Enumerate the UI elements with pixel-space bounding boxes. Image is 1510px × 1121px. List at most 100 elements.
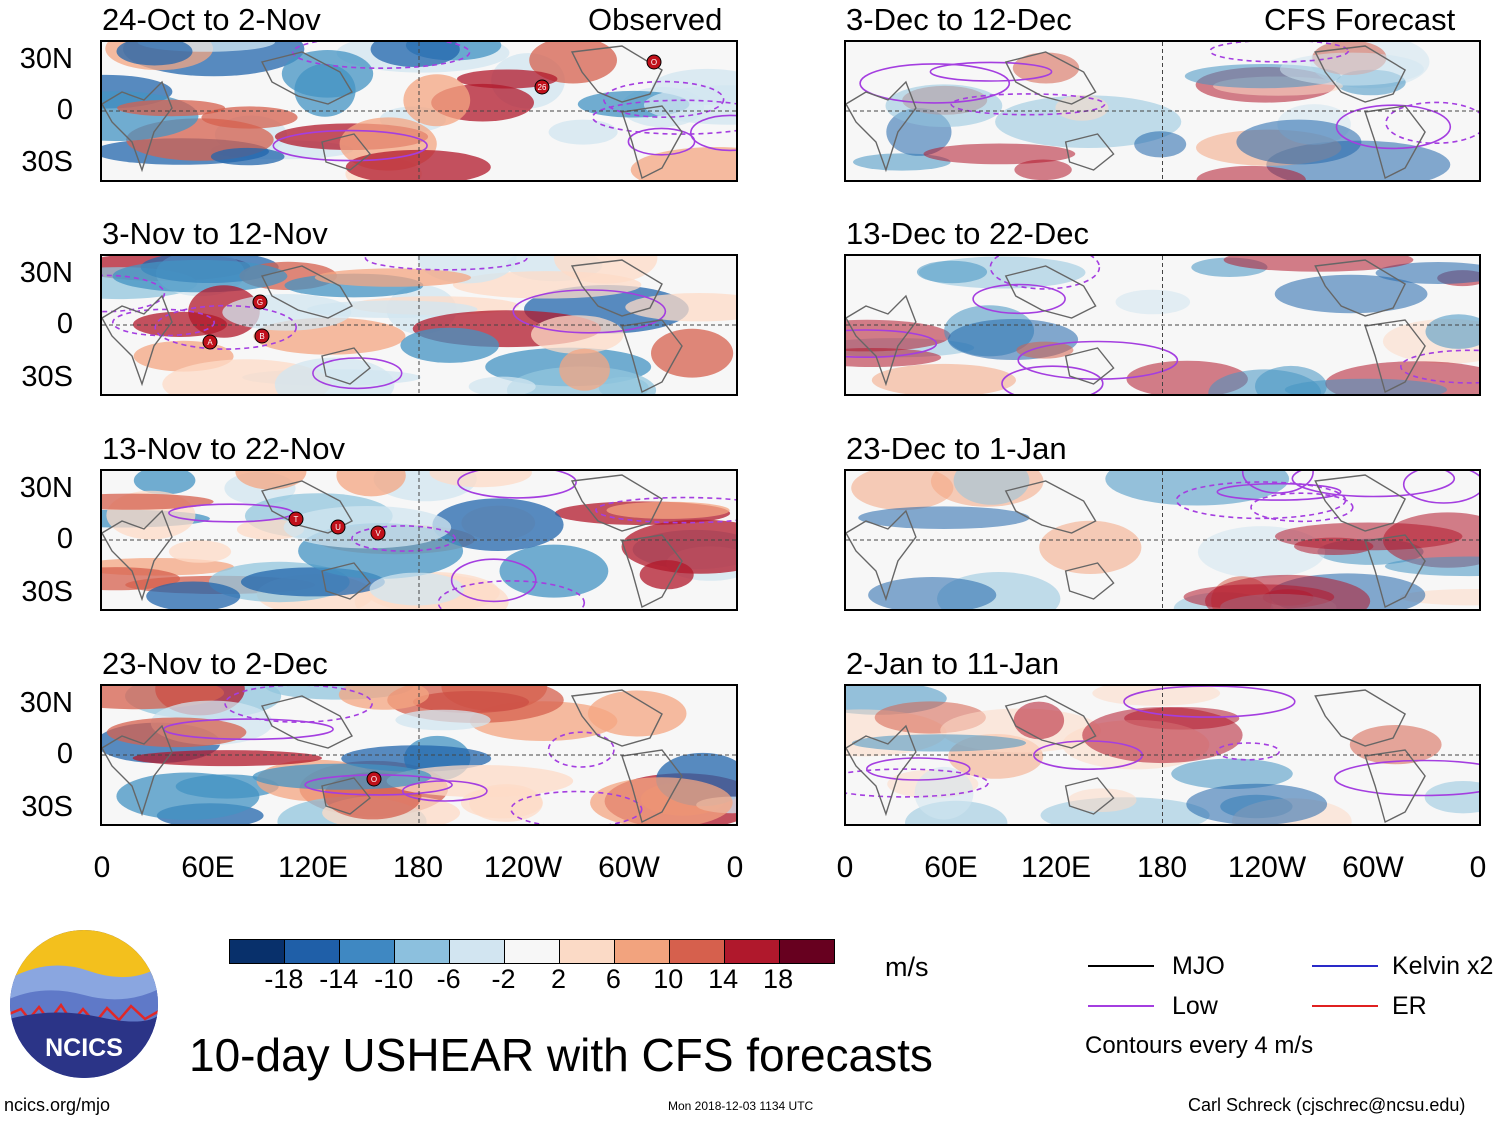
coastline [260,51,353,105]
colorbar-swatch [504,940,559,963]
shear-anomaly-area [117,99,226,117]
shear-anomaly-area [106,717,247,748]
shear-anomaly-area [1171,758,1293,789]
lat-label-eq: 0 [56,94,73,126]
colorbar-tick-label: 2 [550,964,566,994]
shear-anomaly-area [1425,314,1479,349]
lon-label: 120W [483,851,563,884]
shear-anomaly-area [116,772,260,820]
colorbar-swatch [284,940,339,963]
shear-anomaly-area [851,734,1027,752]
shear-anomaly-area [168,540,232,563]
panel-title: 24-Oct to 2-Nov [102,2,321,37]
low-frequency-contour [1241,471,1314,494]
shear-anomaly-area [429,471,532,488]
coastline [1064,347,1115,385]
shear-anomaly-area [400,327,500,363]
shear-anomaly-area [112,259,288,293]
shear-anomaly-area [1067,788,1137,812]
shear-anomaly-area [621,519,736,574]
shear-anomaly-area [146,581,241,609]
low-frequency-contour [102,274,166,313]
coastline [1064,777,1115,815]
coastline [1314,45,1407,103]
lon-label: 60E [181,851,235,884]
storm-marker: O [366,771,382,787]
shear-anomaly-area [395,709,491,731]
shear-anomaly-area [916,260,988,284]
storm-marker-label: G [257,298,263,307]
shear-anomaly-area [403,74,471,127]
lon-label: 60E [924,851,978,884]
panel-title: 3-Dec to 12-Dec [846,2,1072,37]
map-panel-forecast-2 [844,254,1481,396]
shear-anomaly-area [1105,471,1290,506]
lat-label-eq: 0 [56,523,73,555]
shear-anomaly-area [468,376,536,394]
colorbar-swatch [449,940,504,963]
low-frequency-contour [1250,492,1354,523]
shear-anomaly-area [133,471,196,495]
shear-anomaly-area [995,95,1182,148]
coastline [1064,133,1115,171]
low-frequency-contour [1335,104,1452,150]
coastline [570,474,663,532]
lat-label-30n: 30N [19,257,73,289]
shear-anomaly-area [853,153,951,171]
shear-anomaly-area [102,567,181,591]
shear-anomaly-area [871,363,1016,394]
shear-anomaly-area [370,42,460,67]
storm-marker-label: 26 [538,83,547,92]
footer-link[interactable]: ncics.org/mjo [4,1095,111,1115]
low-frequency-contour [457,471,577,499]
low-frequency-contour [603,80,725,119]
coastline [102,509,173,602]
panel-title: 3-Nov to 12-Nov [102,216,328,251]
storm-marker-label: O [651,58,657,67]
shear-anomaly-area [1196,165,1306,180]
map-panel-observed-3: T U V [100,469,738,611]
observed-label: Observed [588,2,723,37]
coastline [846,294,917,387]
map-panel-observed-4: O [100,684,738,826]
low-frequency-contour [272,129,428,162]
shear-anomaly-area [210,147,285,166]
shear-anomaly-area [923,143,1076,165]
coastline [621,319,683,394]
shear-anomaly-area [554,256,658,284]
map-panel-forecast-4 [844,684,1481,826]
coastline [1314,259,1407,317]
coastline [846,509,917,602]
low-frequency-contour [859,63,1011,104]
coastline [1364,105,1426,180]
coastline [1004,265,1097,319]
storm-marker: T [288,511,304,527]
shear-anomaly-area [281,50,374,98]
main-title: 10-day USHEAR with CFS forecasts [189,1029,933,1081]
coastline [321,133,371,171]
shear-anomaly-area [587,690,687,737]
map-panel-forecast-3 [844,469,1481,611]
low-frequency-contour [512,289,667,334]
colorbar-swatch [779,940,834,963]
shear-anomaly-area [953,471,1030,505]
legend-label-kelvin: Kelvin x2 [1392,952,1494,980]
lon-label: 180 [1136,851,1188,884]
colorbar-tick-label: -10 [374,964,414,994]
low-frequency-contour [401,780,488,802]
low-frequency-contour [950,93,1106,116]
coastline [621,749,683,824]
lon-label: 180 [392,851,444,884]
colorbar-swatch [394,940,449,963]
low-frequency-contour [929,61,1053,82]
shear-anomaly-area [314,268,471,287]
shear-anomaly-area [336,471,406,497]
shear-anomaly-area [885,84,1003,127]
shear-anomaly-area [606,501,730,519]
shear-anomaly-area [1014,159,1072,180]
shear-anomaly-area [914,766,974,820]
storm-marker: V [370,525,386,541]
low-frequency-contour [846,329,938,358]
footer-credit: Carl Schreck (cjschrec@ncsu.edu) [1188,1095,1466,1115]
coastline [1004,695,1097,749]
